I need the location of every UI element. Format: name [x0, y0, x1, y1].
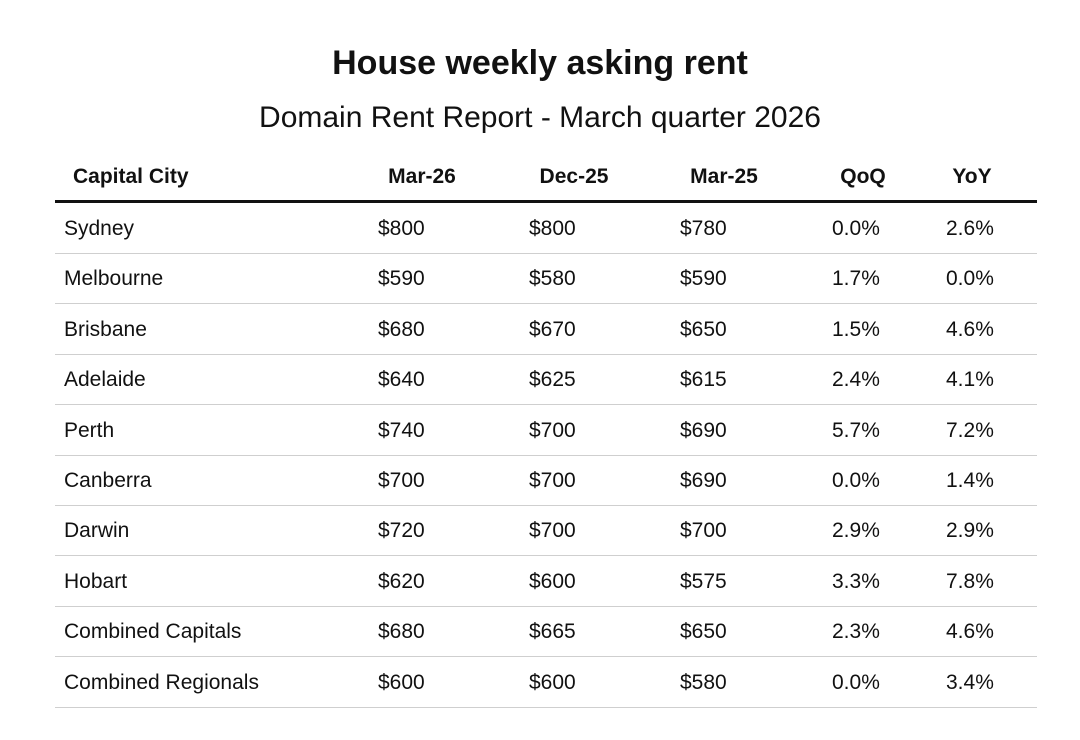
- row-divider: [55, 353, 1037, 355]
- value-cell: $590: [680, 267, 727, 291]
- value-cell: 3.3%: [832, 569, 880, 593]
- value-cell: $690: [680, 418, 727, 442]
- value-cell: 4.1%: [946, 368, 994, 392]
- value-cell: 5.7%: [832, 418, 880, 442]
- column-header: QoQ: [840, 165, 886, 188]
- value-cell: $720: [378, 519, 425, 543]
- value-cell: $680: [378, 317, 425, 341]
- value-cell: $700: [680, 519, 727, 543]
- row-divider: [55, 454, 1037, 456]
- value-cell: $700: [529, 418, 576, 442]
- column-header: Mar-26: [388, 165, 456, 188]
- value-cell: $580: [680, 670, 727, 694]
- value-cell: $600: [378, 670, 425, 694]
- city-cell: Combined Capitals: [64, 620, 242, 644]
- value-cell: $620: [378, 569, 425, 593]
- city-cell: Adelaide: [64, 368, 146, 392]
- row-divider: [55, 706, 1037, 708]
- value-cell: 2.9%: [946, 519, 994, 543]
- value-cell: $665: [529, 620, 576, 644]
- value-cell: 0.0%: [832, 469, 880, 492]
- value-cell: 4.6%: [946, 620, 994, 644]
- value-cell: 7.2%: [946, 418, 994, 442]
- value-cell: 2.9%: [832, 519, 880, 543]
- column-header: Mar-25: [690, 165, 758, 188]
- value-cell: 0.0%: [832, 670, 880, 694]
- value-cell: $650: [680, 620, 727, 644]
- value-cell: $700: [529, 519, 576, 543]
- subtitle: Domain Rent Report - March quarter 2026: [259, 101, 821, 134]
- value-cell: 1.5%: [832, 317, 880, 341]
- row-divider: [55, 656, 1037, 658]
- value-cell: $580: [529, 267, 576, 291]
- value-cell: $650: [680, 317, 727, 341]
- value-cell: 4.6%: [946, 317, 994, 341]
- city-cell: Sydney: [64, 217, 135, 240]
- city-cell: Canberra: [64, 469, 152, 492]
- row-divider: [55, 555, 1037, 557]
- city-cell: Combined Regionals: [64, 670, 259, 694]
- value-cell: 3.4%: [946, 670, 994, 694]
- column-header: Dec-25: [539, 165, 609, 188]
- value-cell: $600: [529, 569, 576, 593]
- value-cell: $640: [378, 368, 425, 392]
- column-header: Capital City: [73, 165, 189, 188]
- row-divider: [55, 404, 1037, 406]
- row-divider: [55, 605, 1037, 607]
- value-cell: 1.4%: [946, 469, 994, 492]
- value-cell: $600: [529, 670, 576, 694]
- city-cell: Brisbane: [64, 317, 147, 341]
- value-cell: $740: [378, 418, 425, 442]
- title: House weekly asking rent: [332, 44, 748, 82]
- value-cell: $690: [680, 469, 727, 492]
- value-cell: $680: [378, 620, 425, 644]
- value-cell: 2.4%: [832, 368, 880, 392]
- value-cell: $700: [529, 469, 576, 492]
- value-cell: $800: [529, 217, 576, 240]
- row-divider: [55, 253, 1037, 254]
- row-divider: [55, 505, 1037, 506]
- value-cell: $615: [680, 368, 727, 392]
- value-cell: $575: [680, 569, 727, 593]
- value-cell: $780: [680, 217, 727, 240]
- value-cell: 2.3%: [832, 620, 880, 644]
- row-divider: [55, 303, 1037, 305]
- value-cell: $800: [378, 217, 425, 240]
- value-cell: $590: [378, 267, 425, 291]
- city-cell: Darwin: [64, 519, 130, 543]
- value-cell: $670: [529, 317, 576, 341]
- city-cell: Melbourne: [64, 267, 164, 291]
- city-cell: Perth: [64, 418, 115, 442]
- value-cell: 0.0%: [832, 217, 880, 240]
- header-rule: [55, 200, 1037, 203]
- value-cell: 0.0%: [946, 267, 994, 291]
- column-header: YoY: [952, 165, 992, 188]
- value-cell: 2.6%: [946, 217, 994, 240]
- value-cell: $625: [529, 368, 576, 392]
- city-cell: Hobart: [64, 569, 128, 593]
- value-cell: 7.8%: [946, 569, 994, 593]
- value-cell: $700: [378, 469, 425, 492]
- value-cell: 1.7%: [832, 267, 880, 291]
